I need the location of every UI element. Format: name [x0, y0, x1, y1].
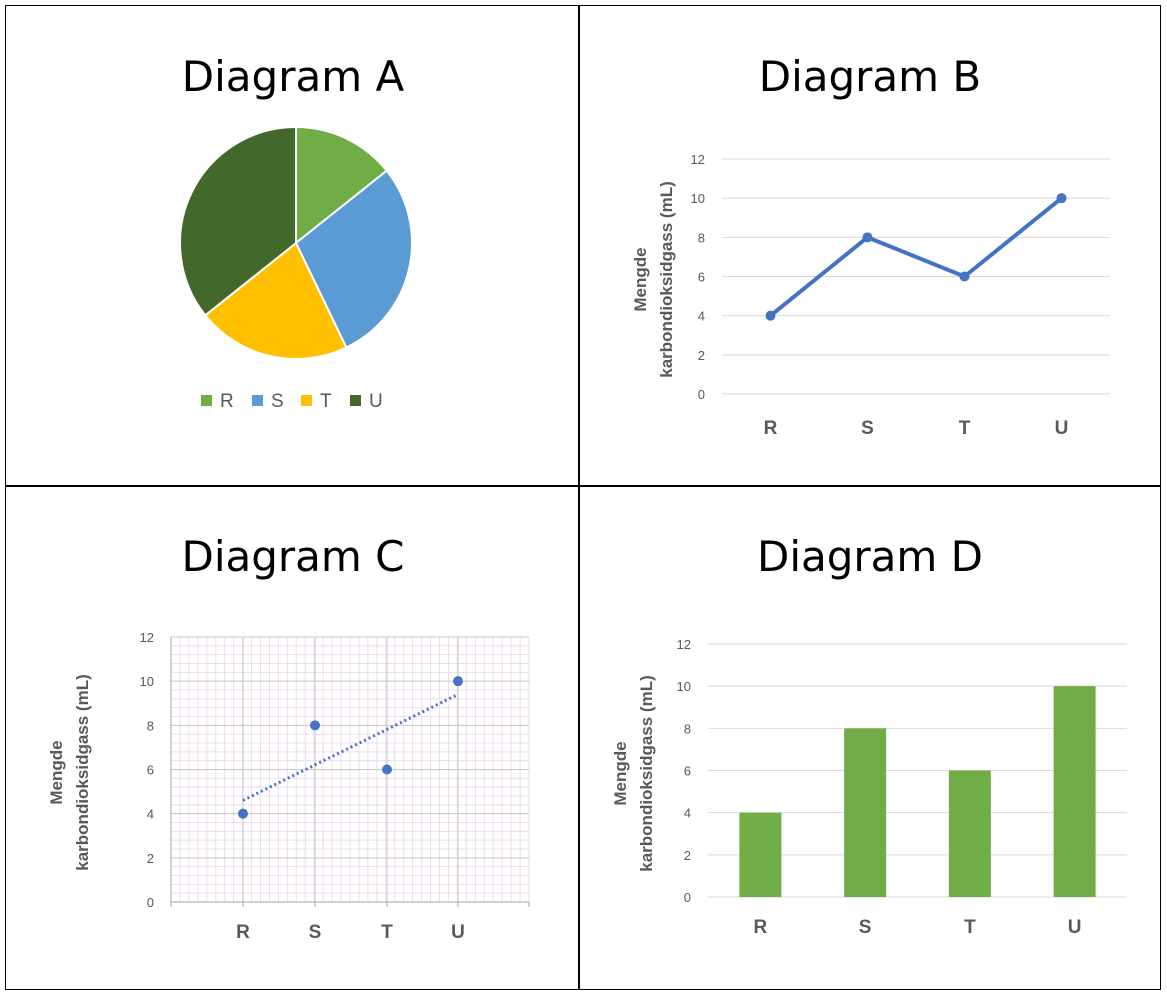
- y-tick-label-10: 10: [691, 191, 705, 206]
- pie-slice-u: [179, 125, 297, 317]
- x-tick-label-t: T: [959, 418, 971, 439]
- x-tick-label-s: S: [861, 418, 874, 439]
- y-axis-title-line-2: karbondioksidgass (mL): [657, 181, 676, 377]
- legend-label-r: R: [220, 391, 234, 412]
- pie-slice-r: [295, 125, 389, 246]
- x-tick-label-s: S: [859, 917, 872, 938]
- x-tick-label-r: R: [764, 418, 778, 439]
- data-point-t: [959, 271, 970, 282]
- y-tick-label-4: 4: [698, 309, 705, 324]
- y-tick-label-2: 2: [684, 848, 691, 863]
- legend-swatch-u: [350, 395, 361, 406]
- y-tick-label-8: 8: [684, 721, 691, 736]
- y-tick-label-4: 4: [147, 807, 154, 822]
- y-tick-label-8: 8: [698, 230, 705, 245]
- y-tick-label-10: 10: [140, 674, 154, 689]
- y-tick-label-2: 2: [147, 851, 154, 866]
- y-axis-title-line-1: Mengde: [631, 247, 650, 311]
- x-tick-label-r: R: [236, 922, 250, 943]
- x-tick-label-s: S: [309, 922, 322, 943]
- bar-s: [844, 728, 887, 897]
- y-tick-label-10: 10: [677, 679, 691, 694]
- y-axis-title-line-2: karbondioksidgass (mL): [73, 674, 92, 870]
- y-tick-label-0: 0: [698, 387, 705, 402]
- y-tick-label-12: 12: [140, 630, 154, 645]
- title-diagram-d: Diagram D: [756, 532, 984, 581]
- data-point-s: [862, 232, 873, 243]
- x-tick-label-t: T: [381, 922, 393, 943]
- figure-frame: [5, 5, 1161, 990]
- x-tick-label-t: T: [964, 917, 976, 938]
- y-tick-label-6: 6: [698, 270, 705, 285]
- data-point-r: [765, 310, 776, 321]
- divider-vertical: [578, 5, 580, 990]
- pie-slice-t: [203, 241, 348, 360]
- y-axis-title-line-1: Mengde: [47, 740, 66, 804]
- series-line: [769, 196, 1063, 318]
- legend-swatch-t: [301, 395, 312, 406]
- divider-horizontal: [5, 485, 1161, 487]
- y-axis-title-line-2: karbondioksidgass (mL): [637, 675, 656, 871]
- y-tick-label-2: 2: [698, 348, 705, 363]
- y-tick-label-6: 6: [684, 764, 691, 779]
- x-tick-label-u: U: [1055, 418, 1069, 439]
- x-tick-label-u: U: [1068, 917, 1082, 938]
- bar-r: [739, 812, 782, 897]
- bar-u: [1053, 686, 1096, 897]
- y-axis-title-line-1: Mengde: [611, 741, 630, 805]
- y-tick-label-4: 4: [684, 806, 691, 821]
- legend-swatch-s: [252, 395, 263, 406]
- legend-swatch-r: [201, 395, 212, 406]
- legend-label-u: U: [369, 391, 383, 412]
- data-point-s: [310, 720, 320, 731]
- title-diagram-b: Diagram B: [758, 52, 982, 101]
- y-tick-label-0: 0: [684, 890, 691, 905]
- y-tick-label-12: 12: [691, 152, 705, 167]
- title-diagram-c: Diagram C: [181, 532, 405, 581]
- y-tick-label-12: 12: [677, 637, 691, 652]
- data-point-u: [453, 676, 463, 687]
- x-tick-label-u: U: [451, 922, 465, 943]
- y-tick-label-8: 8: [147, 718, 154, 733]
- legend-label-s: S: [271, 391, 284, 412]
- y-tick-label-0: 0: [147, 895, 154, 910]
- x-tick-label-r: R: [754, 917, 768, 938]
- y-tick-label-6: 6: [147, 763, 154, 778]
- bar-t: [948, 770, 991, 897]
- pie-slice-s: [294, 169, 413, 349]
- title-diagram-a: Diagram A: [181, 52, 405, 101]
- data-point-u: [1056, 193, 1067, 204]
- data-point-t: [382, 764, 392, 775]
- data-point-r: [238, 808, 248, 819]
- legend-label-t: T: [320, 391, 332, 412]
